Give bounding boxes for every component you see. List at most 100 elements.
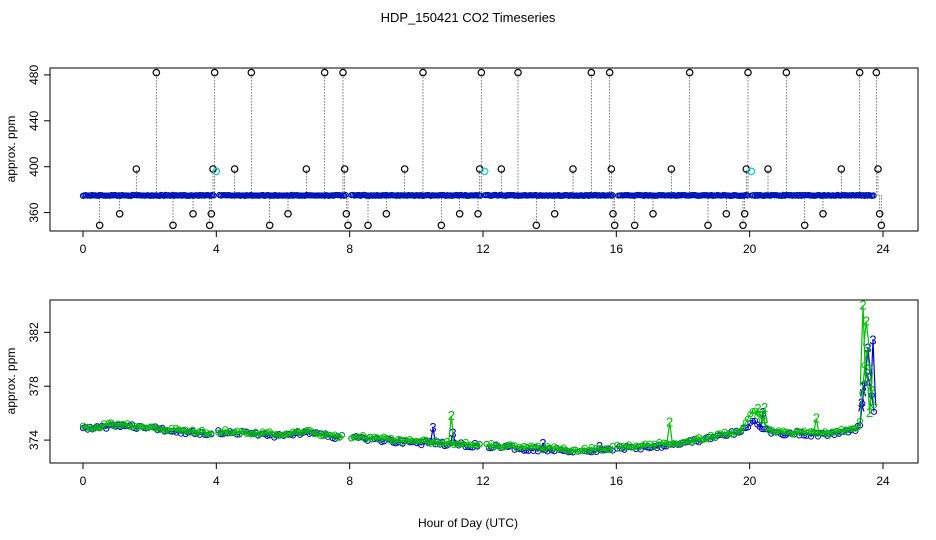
top-cyan-point: [212, 167, 221, 176]
top-outlier-point: [189, 209, 197, 218]
top-point-cycle-1: [210, 192, 217, 199]
bottom-spike-label: 2: [448, 408, 455, 423]
top-point-cycle-1: [342, 192, 349, 199]
bottom-x-tick-label: 12: [476, 474, 490, 488]
top-point-cycle-1: [870, 192, 877, 199]
bottom-point-cycle-2: [758, 417, 766, 424]
top-outlier-point: [284, 209, 292, 218]
top-outlier-point: [649, 209, 657, 218]
top-outlier-point: [339, 68, 347, 77]
bottom-spike-2: [761, 407, 768, 424]
bottom-point-cycle-2: [86, 425, 94, 432]
top-outlier-point: [819, 209, 827, 218]
top-outlier-point: [610, 221, 619, 230]
bottom-x-tick-label: 24: [876, 474, 890, 488]
bottom-point-cycle-2: [859, 389, 866, 397]
top-outlier-point: [320, 68, 329, 77]
top-outlier-point: [474, 209, 482, 218]
bottom-point-cycle-2: [476, 441, 483, 448]
top-point-cycle-1: [744, 192, 751, 199]
bottom-x-tick-label: 16: [610, 474, 624, 488]
top-outlier-point: [740, 209, 749, 218]
bottom-y-axis-label: approx. ppm: [4, 348, 18, 415]
top-outlier-point: [302, 165, 311, 173]
top-outlier-point: [550, 209, 559, 218]
top-x-tick-label: 20: [743, 242, 757, 256]
top-outlier-point: [605, 68, 614, 77]
top-axis-ticks: 0 4 8 12 16 20 24 360 400 440 480: [27, 65, 890, 256]
top-y-tick-label: 440: [27, 110, 41, 130]
top-outlier-point: [874, 165, 882, 173]
top-outlier-point: [722, 209, 731, 218]
top-x-tick-label: 16: [610, 242, 624, 256]
bottom-spike-label: 2: [813, 411, 820, 426]
top-plot-frame: [49, 67, 919, 232]
bottom-spike-label: 2: [863, 314, 870, 329]
top-x-tick-label: 0: [80, 242, 87, 256]
top-outlier-point: [400, 165, 409, 173]
top-outlier-point: [342, 209, 351, 218]
top-outlier-point: [115, 209, 124, 218]
bottom-point-cycle-2: [847, 425, 854, 432]
bottom-point-cycle-2: [744, 415, 752, 422]
bottom-point-cycle-2: [870, 402, 878, 409]
top-outlier-point: [382, 209, 391, 218]
bottom-point-cycle-2: [338, 432, 346, 439]
bottom-x-tick-label: 20: [743, 474, 757, 488]
bottom-point-cycle-2: [394, 435, 402, 443]
bottom-series-line-2: [218, 428, 343, 439]
x-axis-label: Hour of Day (UTC): [418, 516, 518, 530]
top-outlier-point: [230, 165, 239, 173]
bottom-spike-2: [813, 418, 820, 434]
top-outlier-point: [344, 221, 352, 230]
top-outlier-point: [95, 221, 104, 230]
bottom-y-tick-label: 382: [27, 322, 41, 342]
top-outlier-point: [247, 68, 256, 77]
top-outlier-point: [210, 68, 219, 77]
bottom-x-tick-label: 4: [213, 474, 220, 488]
top-baseline-points: [79, 191, 877, 200]
bottom-point-cycle-2: [469, 442, 476, 449]
bottom-y-tick-label: 374: [27, 430, 41, 450]
bottom-point-cycle-2: [789, 431, 796, 438]
top-outlier-point: [497, 165, 506, 173]
top-outlier-point: [855, 68, 864, 77]
top-x-tick-label: 12: [476, 242, 490, 256]
top-x-tick-label: 24: [876, 242, 890, 256]
top-x-tick-label: 4: [213, 242, 220, 256]
bottom-point-cycle-2: [408, 437, 416, 444]
top-outlier-point: [455, 209, 464, 218]
bottom-point-cycle-2: [856, 417, 864, 424]
bottom-spike-label: 3: [759, 405, 766, 420]
chart-title: HDP_150421 CO2 Timeseries: [381, 10, 556, 25]
bottom-spike-2: [448, 415, 455, 443]
top-outlier-point: [764, 165, 772, 173]
bottom-spike-label: 2: [754, 401, 761, 416]
bottom-point-cycle-2: [854, 424, 861, 431]
top-outlier-point: [704, 221, 712, 230]
top-outlier-point: [877, 221, 886, 230]
bottom-axis-ticks: 0 4 8 12 16 20 24 374 378 382: [27, 322, 890, 488]
top-outlier-points: [95, 68, 886, 230]
bottom-point-cycle-2: [604, 446, 612, 453]
top-outlier-point: [569, 165, 577, 173]
top-outlier-point: [587, 68, 596, 77]
top-outlier-point: [477, 68, 486, 77]
top-outlier-point: [532, 221, 541, 230]
bottom-spike-2: [863, 321, 870, 346]
bottom-point-cycle-2: [457, 441, 465, 448]
top-panel: approx. ppm 0 4 8 12 16 20 24 360 400 440 480: [4, 65, 919, 256]
top-outlier-point: [132, 165, 141, 173]
top-point-cycle-1: [477, 192, 484, 199]
top-y-tick-label: 400: [27, 156, 41, 176]
bottom-point-cycle-2: [453, 440, 460, 448]
bottom-y-tick-label: 378: [27, 376, 41, 396]
top-outlier-point: [800, 221, 809, 230]
bottom-plot-frame: [49, 299, 919, 464]
bottom-point-cycle-2: [208, 430, 215, 437]
bottom-series-line-3: [616, 371, 875, 451]
top-outlier-point: [607, 165, 616, 173]
bottom-spike-label: 3: [869, 332, 876, 347]
